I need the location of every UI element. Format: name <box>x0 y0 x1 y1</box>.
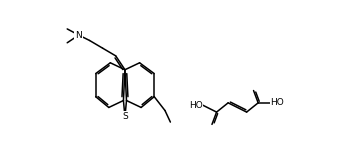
Text: HO: HO <box>271 98 284 107</box>
Text: S: S <box>122 112 128 121</box>
Text: N: N <box>76 31 82 40</box>
Text: HO: HO <box>189 101 203 110</box>
